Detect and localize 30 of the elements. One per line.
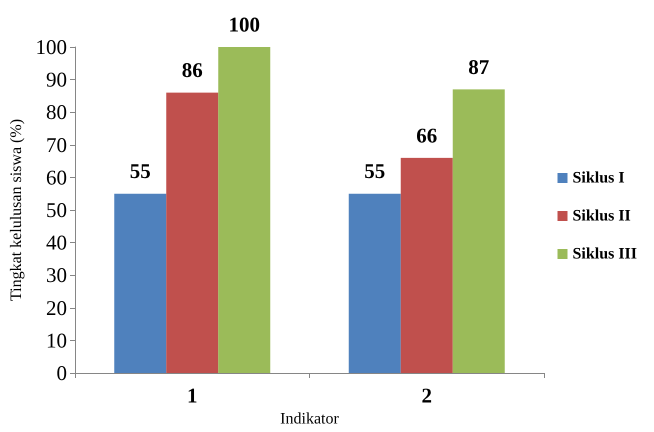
y-tick-label: 10: [46, 328, 67, 352]
x-axis-title: Indikator: [280, 410, 340, 428]
y-tick-label: 40: [46, 230, 67, 255]
y-tick-label: 70: [46, 132, 67, 157]
legend-label: Siklus I: [572, 170, 625, 186]
y-tick-label: 60: [46, 165, 67, 190]
data-label: 55: [130, 159, 151, 184]
y-axis-title: Tingkat kelulusan siswa (%): [8, 118, 26, 302]
y-tick-label: 100: [36, 35, 67, 59]
x-tick-label: 2: [422, 384, 432, 408]
legend-label: Siklus II: [572, 208, 631, 224]
y-tick-label: 0: [56, 361, 67, 385]
legend-label: Siklus III: [572, 246, 638, 262]
bar: [166, 92, 218, 373]
y-tick-label: 20: [46, 296, 67, 320]
bar: [400, 158, 453, 373]
data-label: 87: [468, 54, 490, 79]
bar: [218, 47, 270, 373]
y-tick-label: 80: [46, 100, 67, 124]
y-tick-label: 90: [46, 68, 67, 92]
data-label: 55: [364, 159, 386, 184]
y-tick-label: 30: [46, 263, 67, 288]
data-label: 66: [416, 123, 438, 148]
bar: [114, 194, 166, 373]
data-label: 86: [182, 58, 203, 82]
data-label: 100: [228, 12, 260, 36]
x-tick-label: 1: [187, 384, 198, 408]
bar: [348, 194, 401, 373]
bar: [452, 89, 505, 373]
y-tick-label: 50: [46, 198, 67, 222]
